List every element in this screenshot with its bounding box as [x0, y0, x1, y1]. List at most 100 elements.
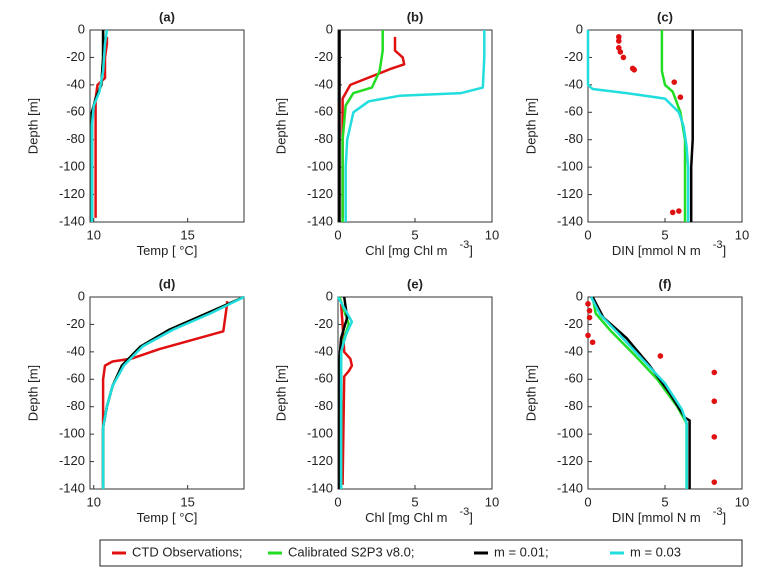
y-tick-label: 0 [326, 288, 333, 303]
observation-point [631, 66, 637, 73]
y-tick-label: -40 [314, 76, 333, 91]
y-tick-label: -40 [66, 343, 85, 358]
y-tick-label: -120 [557, 186, 583, 201]
x-axis-label-text: Chl [mg Chl m [365, 243, 447, 258]
y-tick-label: -120 [59, 453, 85, 468]
x-tick-label: 0 [334, 494, 341, 509]
x-axis-label-end: ] [469, 243, 473, 258]
x-axis-label: DIN [mmol N m -3] [612, 506, 726, 526]
observation-point [711, 369, 718, 376]
x-tick-label: 10 [485, 494, 499, 509]
panel-title: (f) [659, 276, 672, 291]
y-tick-label: -80 [564, 131, 583, 146]
legend-label: Calibrated S2P3 v8.0; [288, 544, 414, 559]
observation-point [616, 38, 622, 44]
observation-point [711, 398, 718, 405]
profile-line [341, 30, 384, 222]
x-axis-label: Temp [ °C] [137, 243, 198, 258]
x-tick-label: 0 [334, 227, 341, 242]
y-tick-label: -80 [314, 131, 333, 146]
x-tick-label: 10 [87, 227, 101, 242]
x-tick-label: 5 [411, 494, 418, 509]
x-axis-label: Chl [mg Chl m -3] [365, 239, 473, 259]
x-axis-label-text: Chl [mg Chl m [365, 510, 447, 525]
y-tick-label: 0 [78, 288, 85, 303]
y-axis-label: Depth [m] [25, 365, 40, 421]
x-axis-label: Temp [ °C] [137, 510, 198, 525]
y-tick-label: -20 [314, 49, 333, 64]
y-axis-label: Depth [m] [523, 98, 538, 154]
y-tick-label: -20 [66, 49, 85, 64]
x-tick-label: 10 [735, 227, 749, 242]
x-axis-label-text: Temp [ °C] [137, 510, 198, 525]
y-tick-label: -20 [564, 316, 583, 331]
y-tick-label: -100 [59, 159, 85, 174]
legend-label: m = 0.01; [494, 544, 549, 559]
plot-area [89, 296, 245, 490]
y-tick-label: -60 [66, 104, 85, 119]
y-tick-label: -40 [564, 76, 583, 91]
y-tick-label: 0 [576, 288, 583, 303]
y-tick-label: -60 [564, 371, 583, 386]
y-tick-label: -120 [59, 186, 85, 201]
y-tick-label: -40 [66, 76, 85, 91]
y-tick-label: -140 [59, 480, 85, 495]
legend-box [99, 539, 743, 567]
y-tick-label: -60 [314, 371, 333, 386]
y-tick-label: 0 [78, 21, 85, 36]
y-tick-label: -80 [66, 398, 85, 413]
y-tick-label: -100 [557, 426, 583, 441]
observation-point [657, 353, 664, 359]
y-tick-label: -20 [66, 316, 85, 331]
x-axis-label-end: ] [469, 510, 473, 525]
y-axis-label: Depth [m] [25, 98, 40, 154]
y-tick-label: 0 [326, 21, 333, 36]
profile-line [336, 296, 354, 489]
observation-point [711, 434, 718, 440]
x-axis-label-exponent: -3 [459, 239, 469, 251]
x-axis-label-end: ] [723, 510, 727, 525]
plot-area [337, 29, 493, 223]
y-tick-label: -100 [307, 159, 333, 174]
profile-line [586, 30, 690, 222]
plot-area [337, 296, 493, 490]
profile-line [101, 295, 245, 489]
y-tick-label: -80 [314, 398, 333, 413]
profile-line [344, 30, 486, 222]
x-tick-label: 15 [180, 227, 194, 242]
y-tick-label: -60 [564, 104, 583, 119]
y-tick-label: -140 [557, 213, 583, 228]
y-tick-label: -80 [66, 131, 85, 146]
y-axis-label: Depth [m] [523, 365, 538, 421]
x-axis-label: DIN [mmol N m -3] [612, 239, 726, 259]
y-axis-label: Depth [m] [273, 98, 288, 154]
y-tick-label: -100 [557, 159, 583, 174]
x-tick-label: 10 [87, 494, 101, 509]
x-tick-label: 10 [735, 494, 749, 509]
x-tick-label: 15 [180, 494, 194, 509]
x-tick-label: 5 [661, 227, 668, 242]
x-axis-label-exponent: -3 [713, 239, 723, 251]
plot-area [587, 29, 743, 223]
observation-point [585, 332, 591, 339]
y-tick-label: -60 [314, 104, 333, 119]
panel-title: (b) [407, 9, 424, 24]
x-tick-label: 5 [661, 494, 668, 509]
x-axis-label-text: DIN [mmol N m [612, 243, 701, 258]
y-tick-label: -140 [307, 480, 333, 495]
x-axis-label-exponent: -3 [713, 506, 723, 518]
legend-label: m = 0.03 [630, 544, 681, 559]
x-axis-label-text: Temp [ °C] [137, 243, 198, 258]
profile-line [689, 30, 694, 222]
panel-title: (d) [159, 276, 176, 291]
profile-line [94, 36, 109, 218]
y-tick-label: -120 [307, 453, 333, 468]
observation-point [677, 94, 684, 100]
observation-point [620, 54, 627, 61]
y-tick-label: -40 [564, 343, 583, 358]
x-axis-label-text: DIN [mmol N m [612, 510, 701, 525]
observation-point [616, 34, 622, 40]
y-tick-label: -20 [564, 49, 583, 64]
y-tick-label: -80 [564, 398, 583, 413]
